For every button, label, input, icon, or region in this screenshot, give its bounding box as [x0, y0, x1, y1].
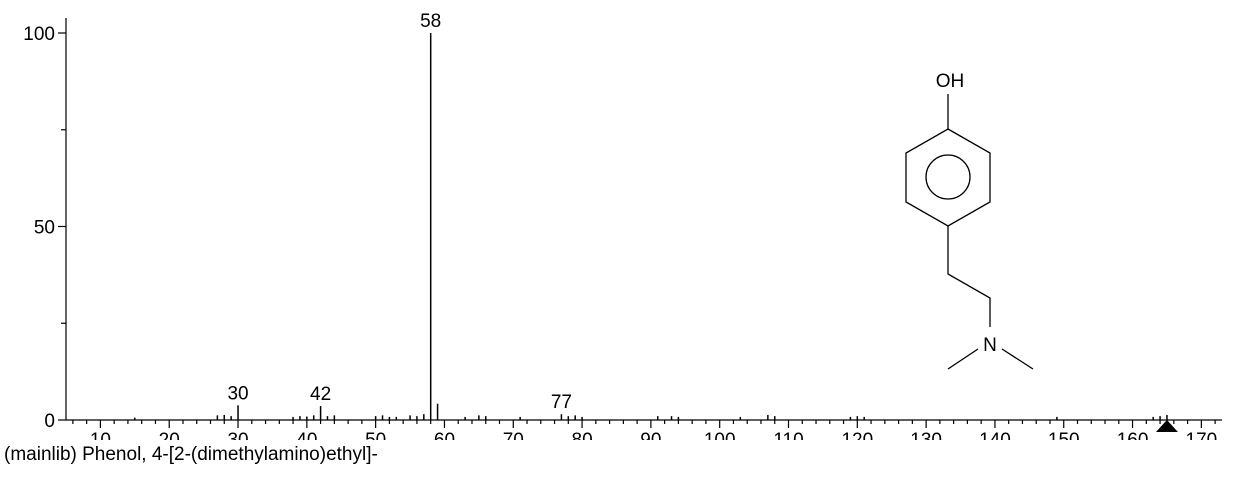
- x-tick-label: 30: [227, 430, 248, 440]
- x-tick-label: 140: [979, 430, 1011, 440]
- x-tick-label: 170: [1186, 430, 1218, 440]
- molecule-structure: OH N: [905, 71, 1034, 370]
- x-tick-label: 60: [434, 430, 455, 440]
- x-tick-label: 80: [572, 430, 593, 440]
- peak-label: 77: [551, 392, 572, 413]
- x-tick-label: 110: [773, 430, 803, 440]
- x-tick-label: 90: [640, 430, 661, 440]
- peak-labels: 30 42 58 77: [227, 11, 572, 413]
- mass-spectrum-chart: 0 50 100 10 20 30 40 50 60 70 80 90 100 110 120 130 140…: [23, 11, 1222, 440]
- chart-caption: (mainlib) Phenol, 4-[2-(dimethylamino)et…: [4, 444, 378, 465]
- x-tick-label: 50: [365, 430, 386, 440]
- x-tick-label: 120: [841, 430, 873, 440]
- benzene-ring: [905, 128, 991, 227]
- x-tick-label: 40: [296, 430, 317, 440]
- aromatic-circle: [925, 154, 971, 200]
- axes: [65, 18, 1222, 421]
- y-ticks: 0 50 100: [23, 24, 66, 432]
- peak-label: 58: [420, 11, 441, 32]
- x-tick-label: 130: [910, 430, 942, 440]
- x-ticks: 10 20 30 40 50 60 70 80 90 100 110 120 130 140 150 160 1…: [72, 420, 1218, 440]
- y-tick-label: 0: [44, 411, 55, 432]
- nitrogen-label: N: [983, 335, 997, 356]
- x-tick-label: 20: [159, 430, 180, 440]
- peak-label: 30: [227, 383, 248, 404]
- x-tick-label: 150: [1048, 430, 1080, 440]
- x-tick-label: 10: [90, 430, 111, 440]
- n-methyl-bond-right: [1001, 348, 1034, 370]
- peak-label: 42: [310, 384, 331, 405]
- peaks: [134, 33, 1168, 420]
- x-tick-label: 160: [1117, 430, 1149, 440]
- molecular-ion-marker: [1155, 420, 1178, 432]
- x-tick-label: 70: [503, 430, 524, 440]
- n-methyl-bond-left: [947, 348, 979, 370]
- y-tick-label: 50: [34, 218, 55, 239]
- y-tick-label: 100: [23, 24, 55, 45]
- hydroxyl-label: OH: [936, 71, 965, 92]
- ethyl-chain: [947, 226, 991, 327]
- x-tick-label: 100: [704, 430, 736, 440]
